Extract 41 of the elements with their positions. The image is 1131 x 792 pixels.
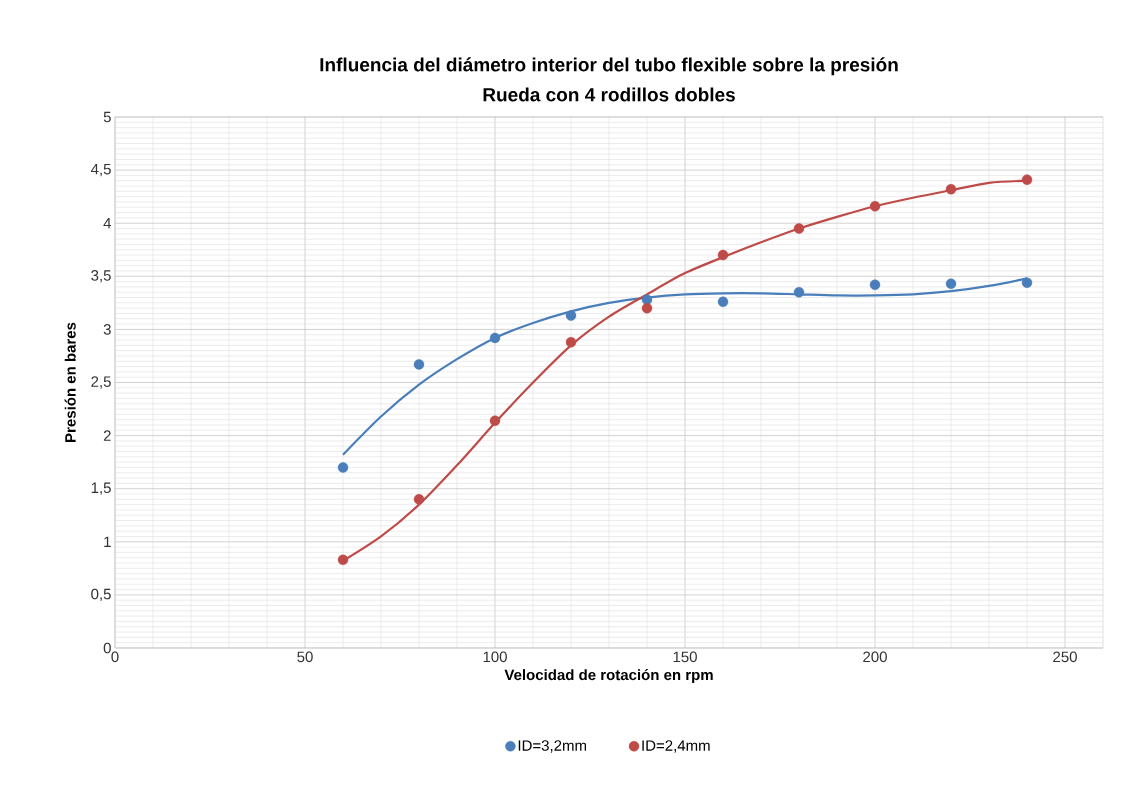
point [489,332,501,344]
y-tick-label: 1,5 [91,482,111,495]
chart-subtitle: Rueda con 4 rodillos dobles [483,87,735,102]
y-tick-label: 0 [103,642,111,654]
y-axis-title: Presión en bares [64,322,76,442]
point [1021,174,1033,185]
x-axis-title: Velocidad de rotación en rpm [504,669,713,684]
point [945,278,957,289]
point [489,415,501,426]
y-tick-label: 2 [103,430,111,441]
point [717,296,729,307]
y-tick-label: 4,5 [90,163,111,177]
legend-label: ID=2,4mm [642,740,710,753]
point [1021,277,1033,288]
point [869,201,881,212]
point [717,249,729,261]
y-tick-label: 4 [103,218,112,229]
point [641,302,653,314]
y-tick-label: 3 [103,324,111,335]
x-tick-label: 250 [1053,651,1077,663]
x-tick-label: 200 [863,651,887,663]
y-tick-label: 1 [104,536,111,547]
point [793,287,805,298]
point [793,223,805,234]
x-tick-label: 100 [483,651,507,663]
y-tick-label: 0,5 [91,588,111,602]
point [869,279,881,290]
x-tick-label: 50 [297,651,313,663]
point [945,184,957,195]
chart-title: Influencia del diámetro interior del tubo flexible sobre la presión [320,57,898,76]
y-tick-label: 3,5 [91,270,111,283]
point [337,462,349,473]
point [337,554,349,566]
point [565,310,577,321]
point [565,336,577,348]
y-tick-label: 2,5 [91,376,111,389]
point [413,494,425,505]
point [413,359,425,370]
x-tick-label: 150 [673,651,697,663]
legend-label: ID=3,2mm [518,740,587,753]
y-tick-label: 5 [103,111,111,123]
